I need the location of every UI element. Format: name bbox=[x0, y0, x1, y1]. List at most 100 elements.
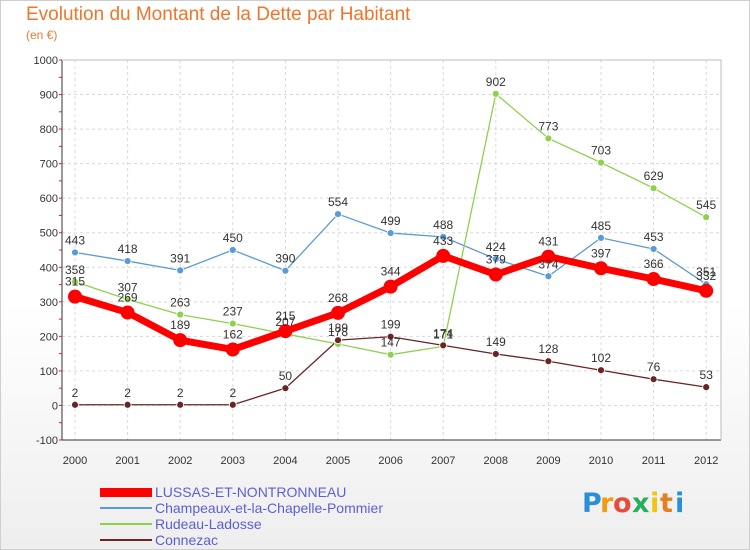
data-point bbox=[383, 279, 398, 294]
x-tick-label: 2004 bbox=[273, 455, 297, 467]
logo-letter: i bbox=[650, 488, 660, 519]
x-tick-label: 2006 bbox=[378, 455, 402, 467]
data-label: 397 bbox=[591, 246, 611, 260]
data-label: 418 bbox=[118, 242, 138, 256]
x-tick-label: 2012 bbox=[694, 455, 718, 467]
chart-legend: LUSSAS-ET-NONTRONNEAU Champeaux-et-la-Cha… bbox=[100, 484, 460, 548]
data-point bbox=[699, 283, 714, 298]
data-label: 162 bbox=[223, 327, 243, 341]
data-label: 149 bbox=[486, 335, 506, 349]
data-label: 332 bbox=[696, 269, 716, 283]
data-label: 450 bbox=[223, 231, 243, 245]
data-point bbox=[491, 255, 500, 263]
data-point bbox=[597, 158, 605, 167]
data-point bbox=[281, 266, 290, 275]
data-label: 263 bbox=[170, 296, 190, 310]
y-tick-label: 100 bbox=[40, 366, 58, 378]
data-point bbox=[176, 400, 185, 409]
data-point bbox=[123, 257, 132, 265]
data-point bbox=[281, 384, 290, 393]
legend-label: Champeaux-et-la-Chapelle-Pommier bbox=[155, 500, 383, 516]
data-label: 379 bbox=[486, 253, 506, 267]
data-label: 128 bbox=[538, 342, 558, 356]
data-point bbox=[439, 341, 448, 350]
data-point bbox=[71, 400, 79, 409]
data-point bbox=[120, 305, 135, 320]
data-point bbox=[176, 310, 185, 319]
data-point bbox=[71, 248, 79, 257]
data-label: 207 bbox=[275, 315, 295, 329]
data-point bbox=[68, 289, 82, 304]
x-tick-label: 2005 bbox=[326, 455, 350, 467]
data-label: 488 bbox=[433, 218, 453, 232]
data-label: 178 bbox=[328, 325, 348, 339]
data-point bbox=[173, 333, 188, 348]
x-tick-label: 2007 bbox=[431, 455, 455, 467]
y-tick-label: 700 bbox=[40, 159, 58, 171]
legend-item: Champeaux-et-la-Chapelle-Pommier bbox=[100, 500, 460, 516]
y-tick-label: 0 bbox=[52, 400, 58, 412]
data-point bbox=[334, 210, 342, 218]
data-point bbox=[544, 357, 553, 366]
data-point bbox=[649, 245, 658, 253]
data-label: 2 bbox=[229, 386, 236, 400]
data-point bbox=[646, 272, 661, 287]
x-tick-label: 2002 bbox=[168, 455, 192, 467]
data-label: 215 bbox=[275, 309, 295, 323]
data-label: 2 bbox=[177, 386, 184, 400]
y-tick-label: 800 bbox=[40, 124, 58, 136]
data-label: 773 bbox=[538, 119, 558, 133]
x-tick-label: 2011 bbox=[642, 455, 666, 467]
data-label: 344 bbox=[381, 265, 401, 279]
y-tick-label: 1000 bbox=[34, 55, 58, 67]
data-label: 147 bbox=[381, 336, 401, 350]
logo-letter: P bbox=[582, 488, 602, 519]
y-tick-label: 400 bbox=[40, 262, 58, 274]
legend-item: Rudeau-Ladosse bbox=[100, 516, 460, 532]
data-point bbox=[544, 272, 553, 281]
data-label: 315 bbox=[65, 275, 85, 289]
data-label: 545 bbox=[696, 198, 716, 212]
data-label: 76 bbox=[647, 360, 661, 374]
chart-subtitle: (en €) bbox=[26, 28, 58, 42]
data-label: 499 bbox=[381, 214, 401, 228]
legend-swatch bbox=[100, 539, 152, 541]
data-label: 629 bbox=[644, 169, 664, 183]
legend-swatch bbox=[100, 523, 152, 525]
data-label: 50 bbox=[279, 369, 293, 383]
data-point bbox=[597, 234, 605, 242]
plot-area bbox=[62, 60, 721, 440]
x-tick-label: 2003 bbox=[221, 455, 245, 467]
y-tick-label: 600 bbox=[40, 193, 58, 205]
data-point bbox=[649, 184, 658, 193]
data-point bbox=[386, 350, 395, 359]
data-label: 189 bbox=[328, 321, 348, 335]
data-point bbox=[228, 400, 237, 409]
y-tick-label: 900 bbox=[40, 90, 58, 102]
data-point bbox=[436, 248, 451, 263]
data-label: 554 bbox=[328, 195, 348, 209]
x-tick-label: 2010 bbox=[589, 455, 613, 467]
y-tick-label: 500 bbox=[40, 228, 58, 240]
data-point bbox=[123, 400, 132, 409]
data-point bbox=[386, 332, 395, 341]
logo-letter: r bbox=[600, 488, 614, 519]
chart-title: Evolution du Montant de la Dette par Hab… bbox=[26, 4, 411, 25]
data-label: 269 bbox=[118, 291, 138, 305]
legend-item: Connezac bbox=[100, 532, 460, 548]
x-tick-label: 2001 bbox=[115, 455, 139, 467]
data-label: 268 bbox=[328, 291, 348, 305]
data-label: 358 bbox=[65, 263, 85, 277]
data-point bbox=[176, 266, 185, 275]
data-point bbox=[597, 366, 605, 375]
data-point bbox=[491, 350, 500, 358]
data-label: 102 bbox=[591, 351, 611, 365]
data-point bbox=[594, 261, 608, 276]
data-point bbox=[491, 89, 500, 98]
data-label: 366 bbox=[644, 257, 664, 271]
data-point bbox=[331, 305, 345, 320]
data-label: 2 bbox=[72, 386, 79, 400]
data-label: 703 bbox=[591, 144, 611, 158]
